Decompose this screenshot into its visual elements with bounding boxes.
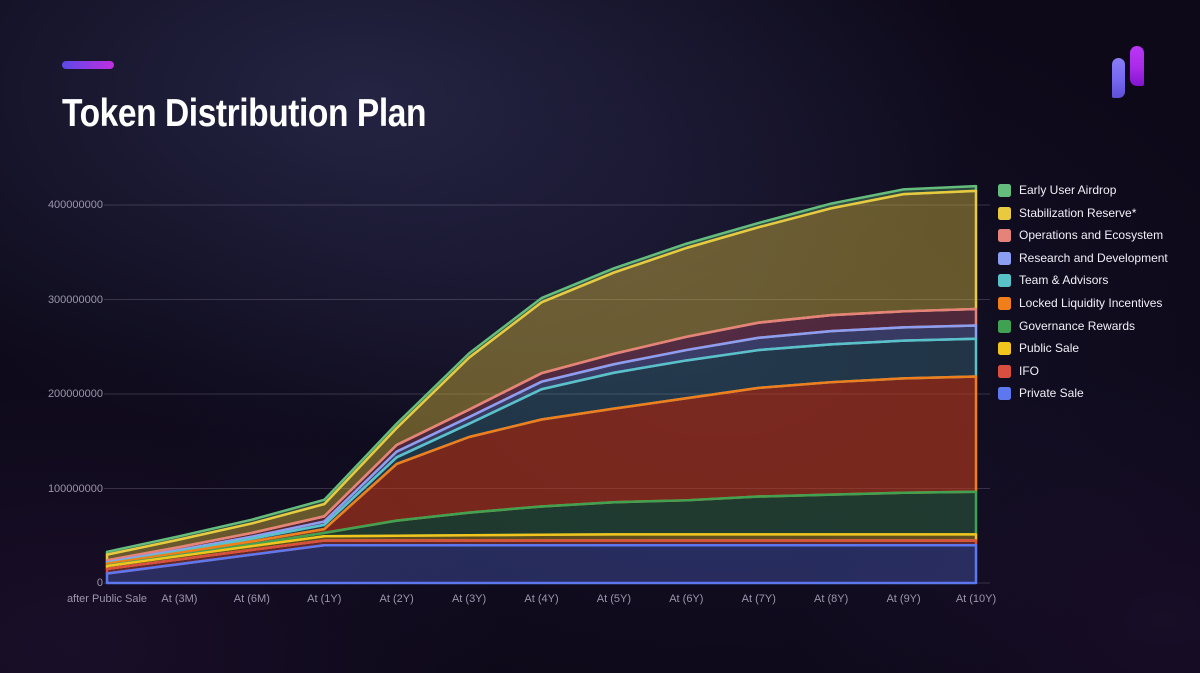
area-fill-locked-liquidity-incentives [107, 376, 976, 566]
area-fill-stabilization-reserve [107, 190, 976, 561]
x-axis-tick-label: At (6Y) [669, 593, 704, 605]
logo-bar-right-icon [1130, 46, 1144, 86]
legend-item-locked-liquidity-incentives[interactable]: Locked Liquidity Incentives [998, 295, 1168, 310]
title-accent-bar [62, 61, 114, 69]
legend-label: Governance Rewards [1019, 318, 1136, 333]
x-axis-tick-label: At (6M) [233, 593, 270, 605]
y-axis-tick-label: 100000000 [47, 482, 103, 495]
legend-swatch-icon [998, 184, 1011, 197]
legend-item-stabilization-reserve[interactable]: Stabilization Reserve* [998, 205, 1168, 220]
area-fill-ifo [107, 540, 976, 574]
legend-item-early-user-airdrop[interactable]: Early User Airdrop [998, 184, 1168, 197]
x-axis-tick-label: At (9Y) [886, 593, 921, 605]
area-outline-private-sale [105, 543, 978, 585]
legend-item-team-advisors[interactable]: Team & Advisors [998, 273, 1168, 288]
x-axis-tick-label: At (5Y) [596, 593, 632, 605]
x-axis-tick-label: after Public Sale [66, 593, 148, 605]
legend-item-ifo[interactable]: IFO [998, 363, 1168, 378]
legend-label: Early User Airdrop [1019, 183, 1117, 197]
area-fill-governance-rewards [107, 491, 976, 566]
legend-swatch-icon [998, 206, 1011, 220]
legend-item-governance-rewards[interactable]: Governance Rewards [998, 318, 1168, 333]
legend-label: Team & Advisors [1019, 273, 1109, 288]
x-axis-tick-label: At (3M) [161, 593, 198, 605]
area-fill-team-advisors [107, 338, 976, 564]
legend-swatch-icon [998, 364, 1011, 378]
area-fill-private-sale [107, 545, 976, 583]
x-axis-tick-label: At (7Y) [741, 593, 776, 605]
x-axis-tick-label: At (10Y) [955, 593, 997, 605]
legend-label: Research and Development [1019, 250, 1168, 265]
legend-swatch-icon [998, 342, 1011, 356]
y-axis-tick-label: 400000000 [47, 199, 103, 211]
legend-label: Private Sale [1019, 386, 1084, 401]
legend-label: Locked Liquidity Incentives [1019, 295, 1163, 310]
legend-item-public-sale[interactable]: Public Sale [998, 341, 1168, 356]
legend-label: Operations and Ecosystem [1019, 228, 1164, 243]
logo-bar-left-icon [1112, 58, 1125, 98]
legend-item-research-and-development[interactable]: Research and Development [998, 250, 1168, 265]
legend-swatch-icon [998, 274, 1011, 288]
legend-swatch-icon [998, 319, 1011, 333]
x-axis-tick-label: At (1Y) [307, 593, 342, 605]
legend-label: IFO [1019, 363, 1039, 378]
area-fill-public-sale [107, 534, 976, 569]
legend-item-private-sale[interactable]: Private Sale [998, 386, 1168, 401]
legend-swatch-icon [998, 251, 1011, 265]
legend-swatch-icon [998, 296, 1011, 310]
legend-item-operations-and-ecosystem[interactable]: Operations and Ecosystem [998, 228, 1168, 243]
y-axis-tick-label: 200000000 [47, 388, 103, 400]
y-axis-tick-label: 300000000 [47, 293, 103, 306]
brand-logo [1112, 46, 1146, 99]
legend-label: Public Sale [1019, 341, 1080, 356]
x-axis-tick-label: At (3Y) [451, 593, 487, 605]
x-axis-tick-label: At (2Y) [379, 593, 414, 605]
y-axis-tick-label: 0 [96, 577, 103, 589]
x-axis-tick-label: At (8Y) [814, 593, 849, 605]
legend-label: Stabilization Reserve* [1019, 205, 1137, 220]
legend-swatch-icon [998, 229, 1011, 243]
x-axis-tick-label: At (4Y) [524, 593, 559, 605]
legend-swatch-icon [998, 387, 1011, 401]
chart-legend: Early User Airdrop Stabilization Reserve*… [998, 184, 1168, 401]
page-title: Token Distribution Plan [62, 92, 427, 135]
